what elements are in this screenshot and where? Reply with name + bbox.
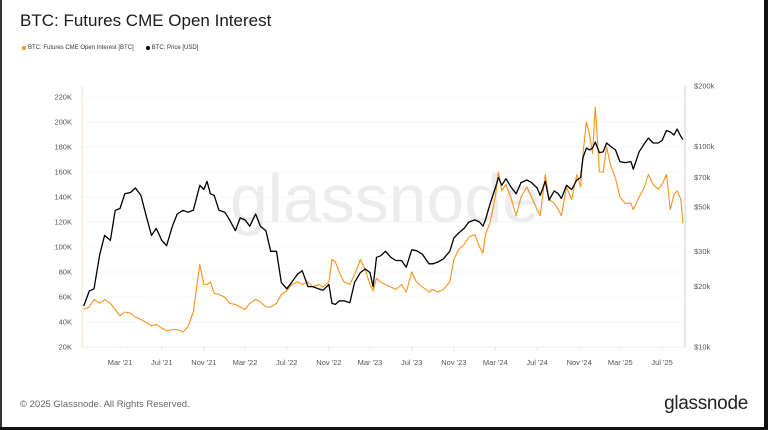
y-left-tick-label: 80K [59, 268, 72, 277]
x-tick-label: Jul '23 [401, 358, 422, 367]
glassnode-logo: glassnode [664, 393, 748, 414]
y-right-tick-label: $100k [694, 142, 715, 151]
y-left-tick-label: 220K [54, 93, 72, 102]
copyright-footer: © 2025 Glassnode. All Rights Reserved. [20, 399, 190, 410]
legend-item-open-interest[interactable]: BTC: Futures CME Open Interest [BTC] [22, 45, 134, 51]
window-frame-right [764, 0, 768, 430]
y-right-tick-label: $30k [694, 247, 711, 256]
legend-label: BTC: Price [USD] [151, 45, 199, 51]
series-line-price [83, 128, 684, 307]
y-right-tick-label: $200k [694, 82, 715, 91]
y-right-tick-label: $20k [694, 282, 711, 291]
watermark: glassnode [230, 161, 540, 237]
x-tick-label: Jul '22 [276, 358, 297, 367]
legend-dot-icon [145, 46, 150, 50]
y-left-tick-label: 140K [54, 193, 72, 202]
legend-label: BTC: Futures CME Open Interest [BTC] [28, 45, 134, 51]
x-tick-label: Mar '23 [358, 358, 383, 367]
x-tick-label: Nov '24 [567, 358, 592, 367]
y-left-tick-label: 20K [59, 343, 72, 352]
x-tick-label: Jul '24 [526, 358, 547, 367]
x-tick-label: Mar '25 [608, 358, 633, 367]
x-tick-label: Mar '22 [233, 358, 258, 367]
y-left-tick-label: 160K [54, 168, 72, 177]
legend: BTC: Futures CME Open Interest [BTC] BTC… [22, 45, 198, 51]
x-tick-label: Nov '22 [316, 358, 341, 367]
y-left-tick-label: 180K [54, 143, 72, 152]
x-tick-label: Jul '21 [151, 358, 172, 367]
x-tick-label: Jul '25 [651, 358, 672, 367]
y-right-tick-label: $70k [694, 173, 711, 182]
y-left-tick-label: 120K [54, 218, 72, 227]
x-tick-label: Mar '21 [108, 358, 133, 367]
y-left-tick-label: 40K [59, 318, 72, 327]
series-line-open-interest [83, 106, 684, 333]
y-left-tick-label: 60K [59, 293, 72, 302]
chart-title: BTC: Futures CME Open Interest [20, 11, 272, 30]
y-right-tick-label: $50k [694, 202, 711, 211]
y-left-tick-label: 200K [54, 118, 72, 127]
x-tick-label: Mar '24 [483, 358, 508, 367]
window-frame-bottom [0, 427, 768, 430]
y-left-tick-label: 100K [54, 243, 72, 252]
y-right-tick-label: $10k [694, 343, 711, 352]
x-tick-label: Nov '23 [441, 358, 466, 367]
window-frame-left [0, 0, 2, 430]
legend-item-price[interactable]: BTC: Price [USD] [145, 45, 199, 51]
legend-dot-icon [22, 46, 26, 50]
x-tick-label: Nov '21 [191, 358, 216, 367]
